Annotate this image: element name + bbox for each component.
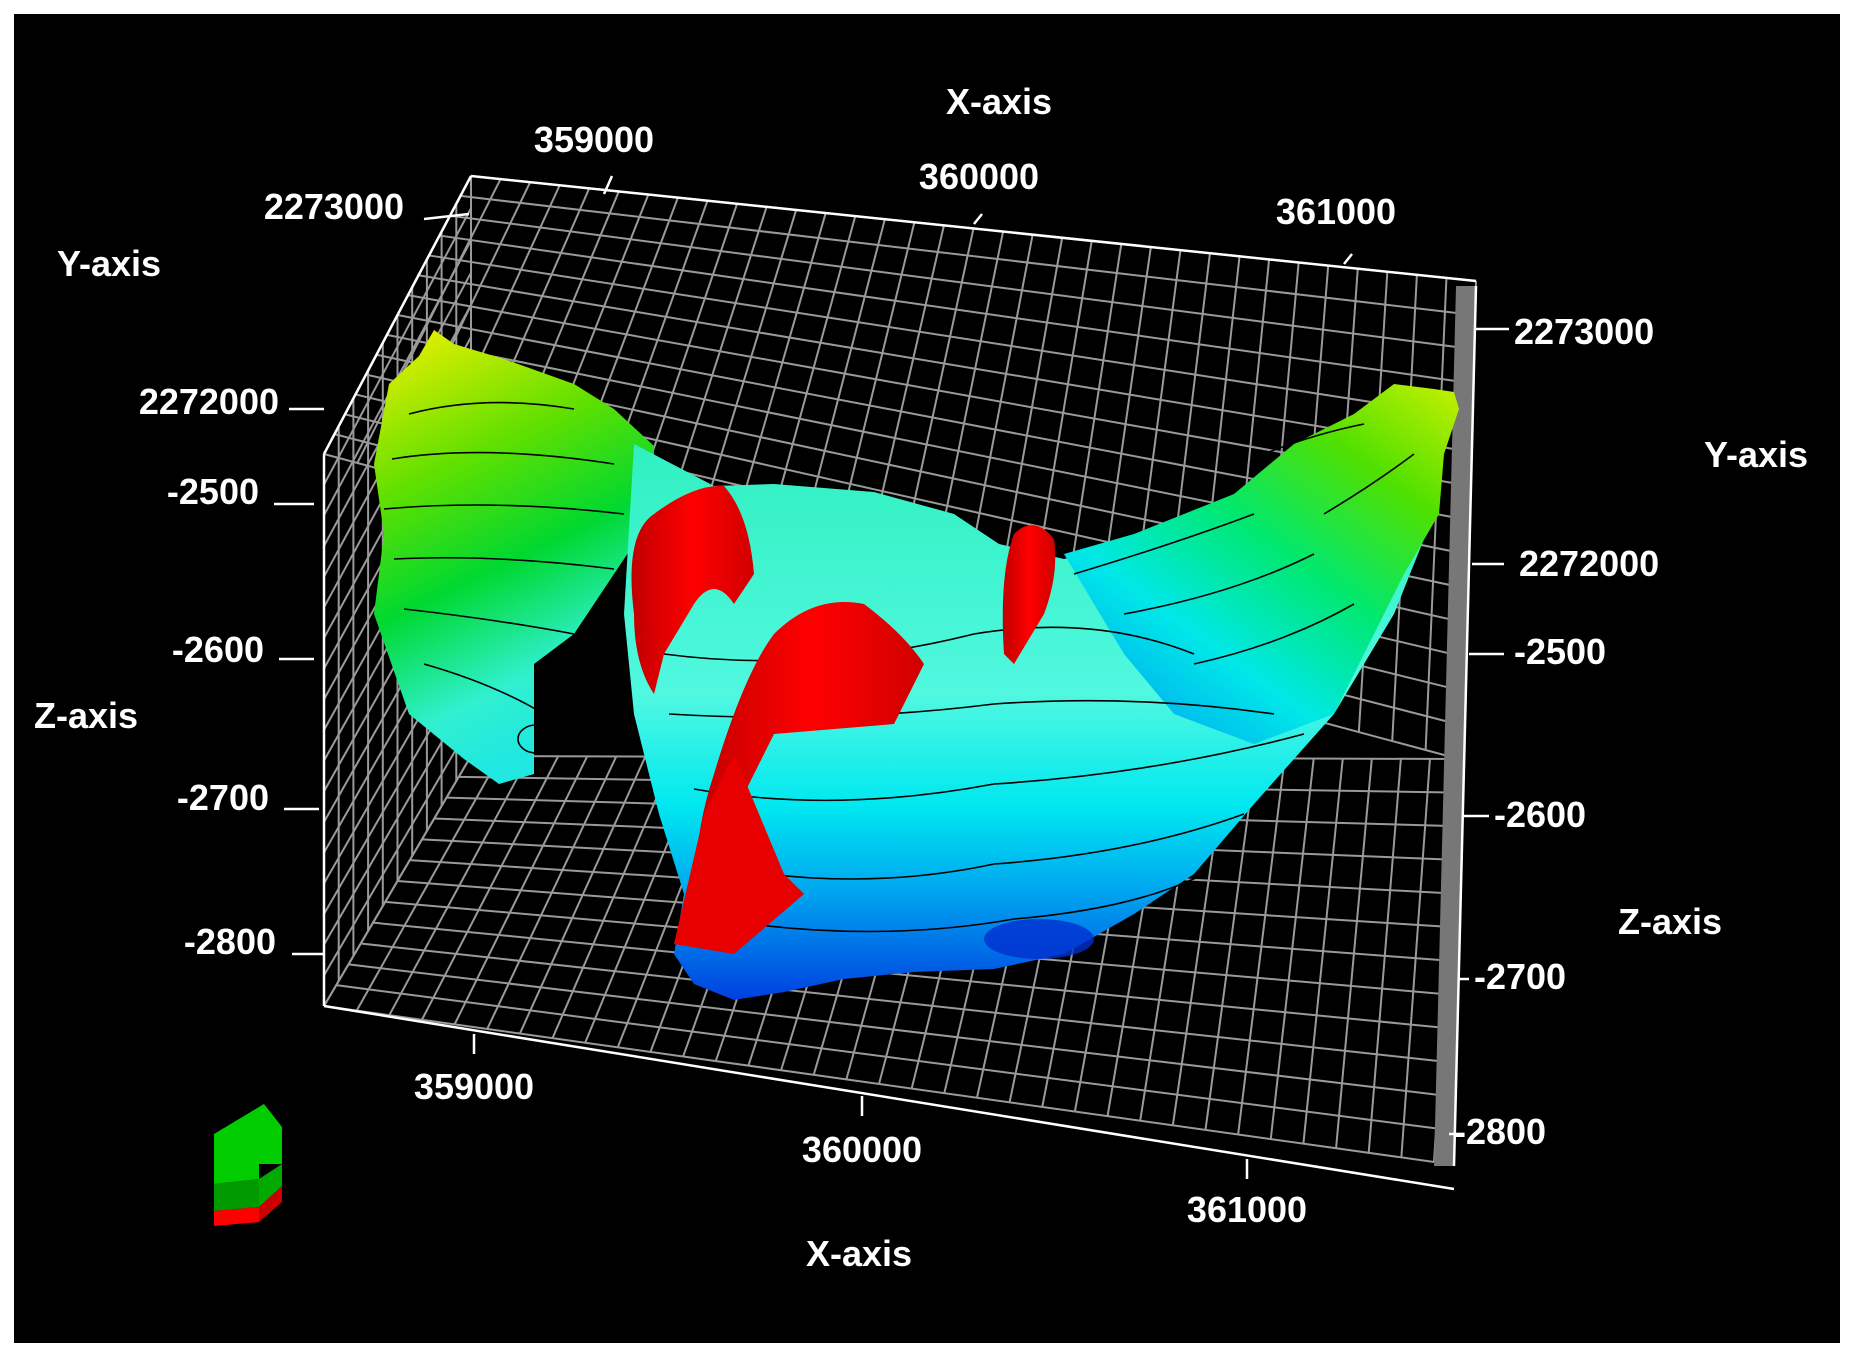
y-tick-label-right-2273000: 2273000 [1514, 311, 1654, 352]
fault-left [631, 485, 754, 694]
back-wall-grid-line [449, 214, 1474, 351]
axis-ticks [274, 174, 1509, 1191]
horizon-contours [383, 401, 1415, 933]
orientation-arrow-side-red [214, 1207, 259, 1226]
floor-grid-line [348, 963, 1439, 1096]
z-tick-label-right--2600: -2600 [1494, 794, 1586, 835]
x-tick-label-top-361000: 361000 [1276, 191, 1396, 232]
z-axis-line-right [1452, 285, 1478, 1167]
z-tick-label-right--2800: -2800 [1454, 1111, 1546, 1152]
orientation-indicator[interactable] [214, 1104, 282, 1226]
floor-grid-line [360, 942, 1441, 1063]
fault-lower [674, 754, 804, 954]
z-axis-title-right: Z-axis [1618, 901, 1722, 942]
x-tick-top [973, 213, 983, 225]
z-tick-label-right--2700: -2700 [1474, 956, 1566, 997]
back-wall-grid-line [439, 234, 1473, 385]
x-axis-title-bottom: X-axis [806, 1233, 912, 1274]
back-wall-grid-line [428, 254, 1472, 419]
x-axis-title-top: X-axis [946, 81, 1052, 122]
x-axis-line-bottom [323, 1004, 1455, 1191]
y-tick-label-left-2273000: 2273000 [264, 186, 404, 227]
fault-surfaces [631, 485, 1056, 954]
y-axis-line-left [322, 175, 473, 455]
z-tick-label-left--2800: -2800 [184, 921, 276, 962]
left-wall-grid-line [323, 723, 472, 976]
z-tick-label-left--2700: -2700 [177, 777, 269, 818]
chart-viewport[interactable]: X-axis X-axis Y-axis Y-axis Z-axis Z-axi… [14, 14, 1840, 1343]
x-tick-label-bottom-360000: 360000 [802, 1129, 922, 1170]
y-tick-label-right-2272000: 2272000 [1519, 543, 1659, 584]
orientation-arrow-right-red [259, 1186, 282, 1222]
y-tick-label-left-2272000: 2272000 [139, 381, 279, 422]
orientation-arrow-top [214, 1104, 282, 1184]
y-tick-left [423, 212, 470, 221]
x-tick-top [602, 175, 614, 195]
x-tick-label-top-359000: 359000 [534, 119, 654, 160]
horizon-low-spot [984, 919, 1094, 959]
floor-grid-line [323, 1005, 1435, 1163]
fault-right [1002, 525, 1056, 664]
x-tick-label-top-360000: 360000 [919, 156, 1039, 197]
orientation-arrow-side-green [214, 1179, 259, 1211]
z-axis-title-left: Z-axis [34, 695, 138, 736]
floor-grid-line [336, 984, 1437, 1130]
left-wall-grid-line [323, 207, 472, 486]
x-tick-label-bottom-359000: 359000 [414, 1066, 534, 1107]
orientation-arrow-right-green [259, 1164, 282, 1207]
x-tick-label-bottom-361000: 361000 [1187, 1189, 1307, 1230]
x-tick-top [1343, 253, 1353, 265]
horizon-surface [374, 330, 1459, 1000]
z-tick-label-left--2600: -2600 [172, 629, 264, 670]
right-wall-shade [1434, 286, 1476, 1166]
surface-3d-chart[interactable]: X-axis X-axis Y-axis Y-axis Z-axis Z-axi… [14, 14, 1840, 1343]
z-tick-label-right--2500: -2500 [1514, 631, 1606, 672]
y-axis-title-left: Y-axis [57, 243, 161, 284]
back-wall-grid-line [460, 194, 1475, 317]
fault-center [696, 602, 924, 944]
back-wall-grid-line [418, 274, 1471, 453]
x-axis-line-top [470, 174, 1477, 283]
z-tick-label-left--2500: -2500 [167, 471, 259, 512]
floor-grid-line [372, 921, 1443, 1029]
y-axis-title-right: Y-axis [1704, 434, 1808, 475]
horizon-east-lobe [1064, 384, 1459, 744]
